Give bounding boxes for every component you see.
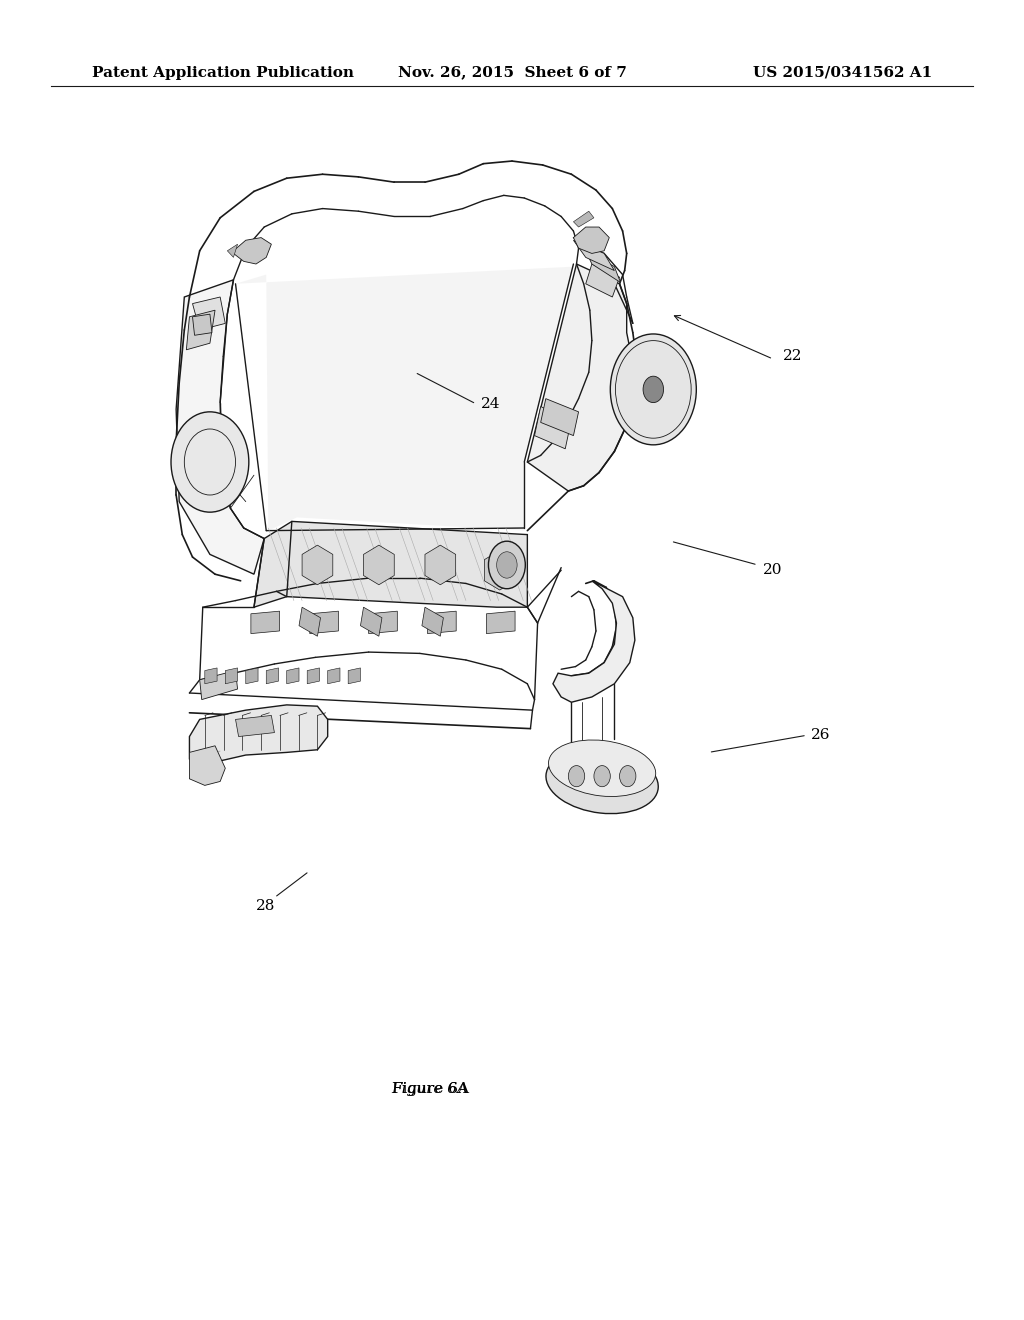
Polygon shape xyxy=(205,668,217,684)
Polygon shape xyxy=(348,668,360,684)
Text: 22: 22 xyxy=(783,350,803,363)
Circle shape xyxy=(643,376,664,403)
Text: 26: 26 xyxy=(811,729,830,742)
Circle shape xyxy=(594,766,610,787)
Polygon shape xyxy=(189,705,328,766)
Circle shape xyxy=(610,334,696,445)
Text: 28: 28 xyxy=(256,899,275,912)
Ellipse shape xyxy=(546,750,658,813)
Polygon shape xyxy=(573,227,609,253)
Ellipse shape xyxy=(549,741,655,796)
Polygon shape xyxy=(484,550,515,590)
Polygon shape xyxy=(236,267,573,531)
Polygon shape xyxy=(364,545,394,585)
Circle shape xyxy=(620,766,636,787)
Polygon shape xyxy=(307,668,319,684)
Polygon shape xyxy=(225,668,238,684)
Text: 24: 24 xyxy=(481,397,501,411)
Polygon shape xyxy=(328,668,340,684)
Polygon shape xyxy=(486,611,515,634)
Polygon shape xyxy=(527,264,637,491)
Polygon shape xyxy=(299,607,321,636)
Text: Figure 6A: Figure 6A xyxy=(391,1082,469,1096)
Polygon shape xyxy=(186,310,215,350)
Circle shape xyxy=(568,766,585,787)
Polygon shape xyxy=(573,211,594,227)
Text: 20: 20 xyxy=(763,564,782,577)
Polygon shape xyxy=(266,668,279,684)
Polygon shape xyxy=(553,581,635,702)
Polygon shape xyxy=(535,407,571,449)
Polygon shape xyxy=(309,611,338,634)
Polygon shape xyxy=(251,611,280,634)
Polygon shape xyxy=(360,607,382,636)
Polygon shape xyxy=(236,715,274,737)
Polygon shape xyxy=(193,314,212,335)
Polygon shape xyxy=(200,671,238,700)
Polygon shape xyxy=(369,611,397,634)
Polygon shape xyxy=(425,545,456,585)
Polygon shape xyxy=(193,297,225,330)
Polygon shape xyxy=(573,240,614,271)
Polygon shape xyxy=(586,264,620,297)
Polygon shape xyxy=(176,280,264,574)
Polygon shape xyxy=(287,668,299,684)
Text: US 2015/0341562 A1: US 2015/0341562 A1 xyxy=(753,66,932,79)
Text: Figure 6A: Figure 6A xyxy=(391,1082,469,1096)
Circle shape xyxy=(497,552,517,578)
Text: Patent Application Publication: Patent Application Publication xyxy=(92,66,354,79)
Polygon shape xyxy=(227,244,238,257)
Polygon shape xyxy=(246,668,258,684)
Polygon shape xyxy=(254,521,527,607)
Polygon shape xyxy=(189,746,225,785)
Circle shape xyxy=(488,541,525,589)
Text: Nov. 26, 2015  Sheet 6 of 7: Nov. 26, 2015 Sheet 6 of 7 xyxy=(397,66,627,79)
Polygon shape xyxy=(302,545,333,585)
Polygon shape xyxy=(428,611,457,634)
Circle shape xyxy=(171,412,249,512)
Polygon shape xyxy=(422,607,443,636)
Polygon shape xyxy=(541,399,579,436)
Polygon shape xyxy=(586,251,621,282)
Polygon shape xyxy=(233,238,271,264)
